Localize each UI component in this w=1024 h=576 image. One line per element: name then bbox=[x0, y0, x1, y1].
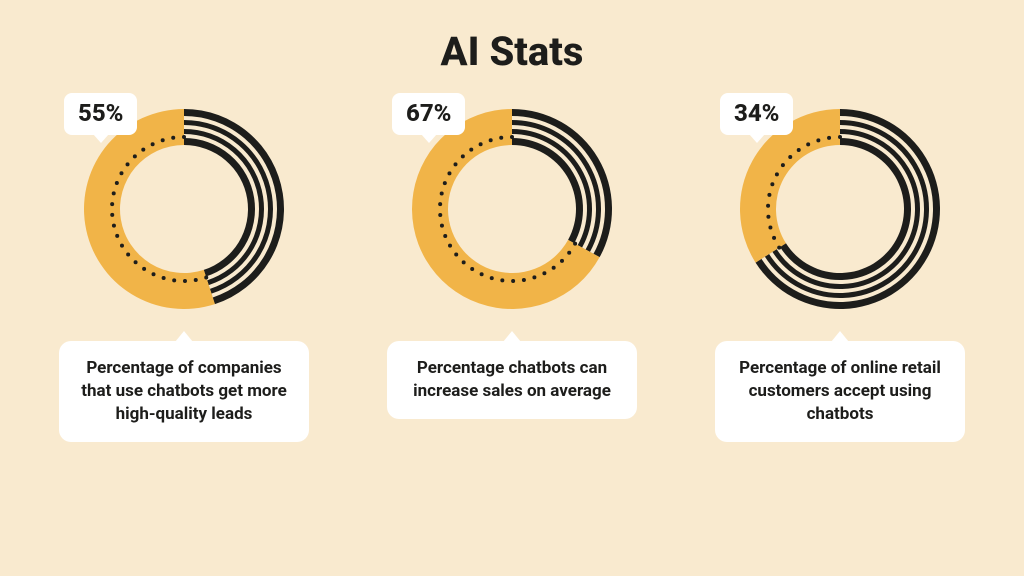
stats-row: 55% Percentage of companies that use cha… bbox=[0, 99, 1024, 442]
page-title: AI Stats bbox=[441, 28, 584, 75]
donut-chart-2: 34% bbox=[730, 99, 950, 319]
stat-card-2: 34% Percentage of online retail customer… bbox=[705, 99, 975, 442]
percent-badge-1: 67% bbox=[392, 93, 465, 135]
stat-card-0: 55% Percentage of companies that use cha… bbox=[49, 99, 319, 442]
infographic-canvas: AI Stats 55% Percentage of companies tha… bbox=[0, 0, 1024, 576]
stat-caption-0: Percentage of companies that use chatbot… bbox=[59, 341, 309, 442]
stat-card-1: 67% Percentage chatbots can increase sal… bbox=[377, 99, 647, 442]
donut-chart-1: 67% bbox=[402, 99, 622, 319]
percent-badge-2: 34% bbox=[720, 93, 793, 135]
stat-caption-2: Percentage of online retail customers ac… bbox=[715, 341, 965, 442]
percent-value-2: 34% bbox=[734, 99, 779, 127]
donut-chart-0: 55% bbox=[74, 99, 294, 319]
stat-caption-1: Percentage chatbots can increase sales o… bbox=[387, 341, 637, 419]
percent-badge-0: 55% bbox=[64, 93, 137, 135]
percent-value-0: 55% bbox=[78, 99, 123, 127]
percent-value-1: 67% bbox=[406, 99, 451, 127]
